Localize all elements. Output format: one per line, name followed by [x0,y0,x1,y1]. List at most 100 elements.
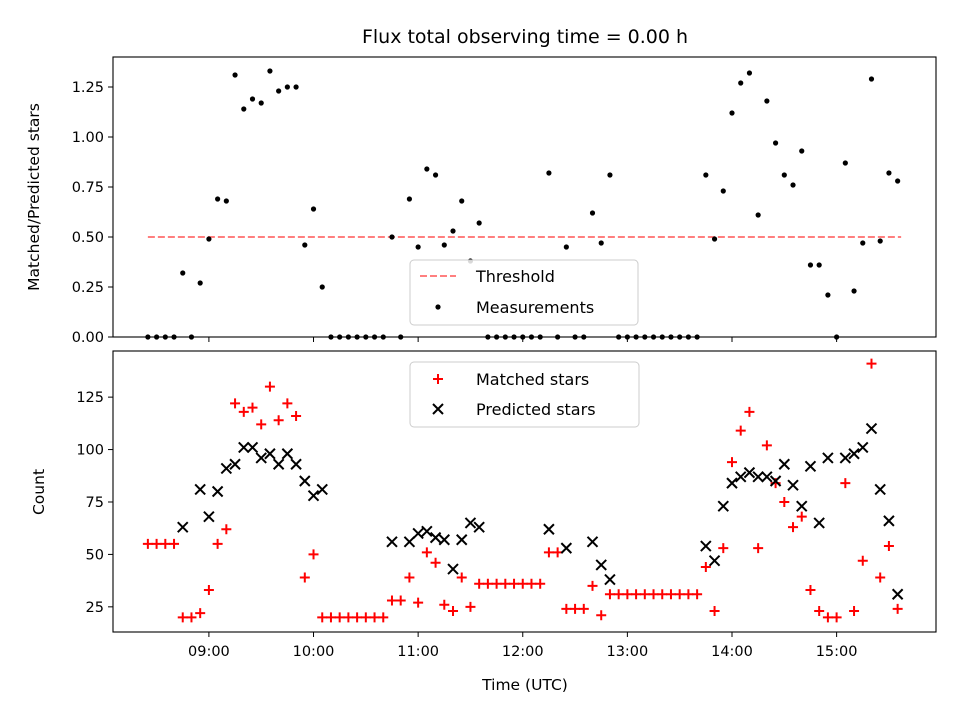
matched-point [796,511,807,522]
measurement-point [258,100,264,106]
predicted-point [229,458,241,470]
top-plot-ylabel: Matched/Predicted stars [25,103,43,291]
ytick-label: 125 [76,390,104,406]
predicted-point [211,485,224,498]
matched-point [352,612,363,623]
measurement-point [598,240,604,246]
matched-point [491,578,502,589]
measurement-point [267,68,273,74]
measurement-point [215,196,221,202]
predicted-point [307,489,320,502]
measurement-point [589,210,596,216]
predicted-point [891,588,904,600]
matched-point [230,398,241,409]
matched-point [430,557,441,568]
top-plot-title: Flux total observing time = 0.00 h [362,26,688,48]
measurement-point [276,88,282,94]
predicted-point [403,536,416,548]
measurement-point [772,140,779,146]
measurement-point [764,98,770,104]
ytick-label: 0.75 [72,180,104,196]
matched-point [456,572,467,583]
predicted-point [386,536,398,548]
predicted-point [726,477,738,489]
predicted-point [177,521,189,533]
matched-point [718,543,729,554]
predicted-point [473,521,485,533]
ytick-label: 1.00 [72,130,104,146]
measurement-point [415,244,421,250]
measurement-point [441,242,447,248]
measurement-point [459,198,465,204]
predicted-point [796,500,808,512]
ytick-label: 75 [86,495,104,511]
matched-point [186,612,197,623]
xtick-label: 11:00 [397,644,439,660]
matched-point [264,381,275,392]
measurement-point [781,172,787,178]
matched-point [674,589,685,600]
matched-point [849,606,860,617]
xtick-label: 15:00 [816,644,858,660]
matched-point [151,538,162,549]
predicted-point [708,554,721,567]
matched-point [735,425,746,436]
matched-point [500,578,511,589]
legend-measurements-label: Measurements [476,298,594,317]
ytick-label: 1.25 [72,80,104,96]
predicted-point [769,475,782,487]
matched-point [753,543,764,554]
matched-point [700,561,711,572]
matched-point [378,612,389,623]
matched-point [613,589,624,600]
top-plot-ticks: 0.00 0.25 0.50 0.75 1.00 1.25 [72,80,838,346]
measurement-point [197,280,203,286]
legend-matched-marker [433,374,443,384]
measurement-point [755,212,761,218]
predicted-point [281,448,294,460]
matched-point [482,578,493,589]
matched-point [578,603,589,614]
predicted-point [874,483,886,496]
xtick-label: 13:00 [606,644,648,660]
predicted-point [857,441,869,454]
xtick-label: 14:00 [711,644,753,660]
matched-point [683,589,694,600]
predicted-point [743,466,756,479]
predicted-point [464,517,477,529]
measurement-point [877,238,883,244]
matched-point [282,398,293,409]
predicted-point [778,458,791,470]
matched-point [744,406,755,417]
measurement-point [851,288,857,294]
measurement-point [895,178,901,184]
predicted-point [752,471,764,483]
matched-point [526,578,537,589]
ratio-plot: Matched/Predicted stars 0.00 0.25 0.50 0.75… [25,56,937,346]
measurement-point [790,182,796,188]
predicted-point [700,540,712,552]
matched-point [413,597,424,608]
matched-point [517,578,528,589]
matched-point [692,589,703,600]
measurement-point [249,96,256,102]
matched-point [840,478,851,489]
matched-point [273,415,284,426]
matched-point [587,580,598,591]
matched-point [657,589,668,600]
predicted-point [604,573,616,586]
matched-point [631,589,642,600]
bottom-plot-xlabel: Time (UTC) [481,676,568,694]
measurement-point [720,188,726,194]
matched-point [360,612,371,623]
matched-point [822,612,833,623]
measurement-point [302,242,308,248]
measurement-point [546,170,552,176]
xtick-label: 10:00 [293,644,335,660]
matched-point [212,538,223,549]
matched-point [709,606,720,617]
bottom-plot-ylabel: Count [30,469,48,515]
predicted-point [804,460,817,473]
matched-point [334,612,345,623]
